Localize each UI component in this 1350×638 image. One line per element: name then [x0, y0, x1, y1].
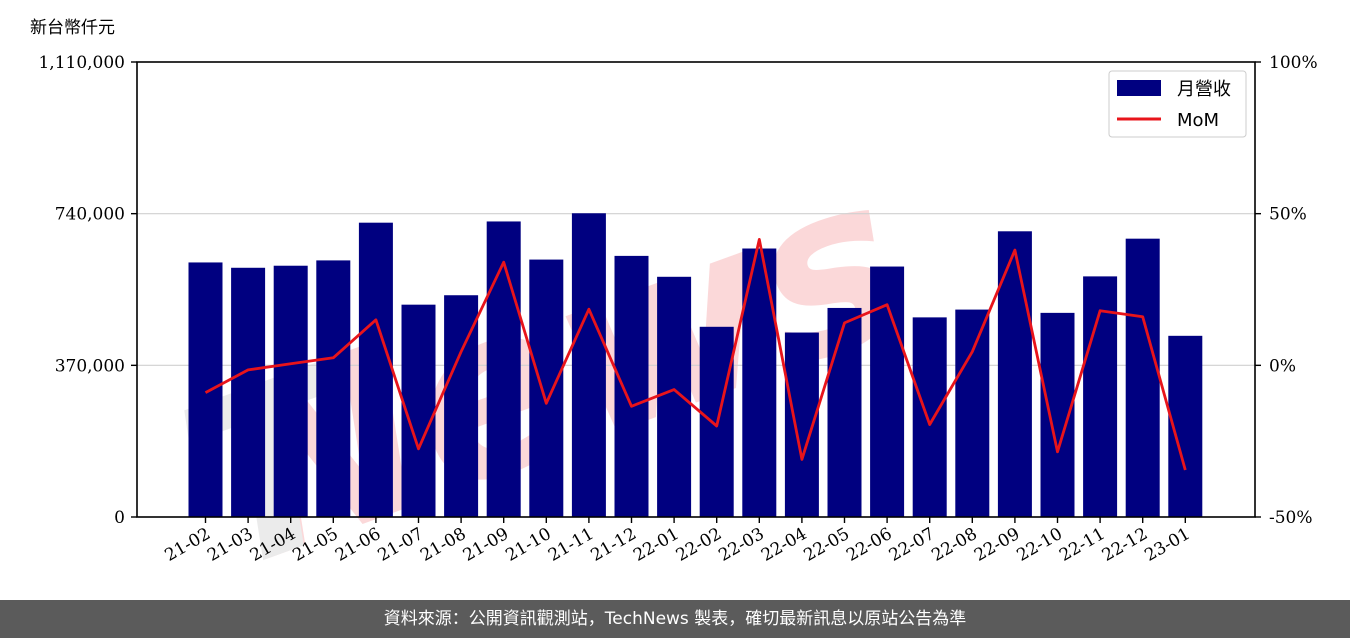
- left-axis-ticks: 0 370,000 740,000 1,110,000: [38, 53, 137, 528]
- revenue-bar: [316, 260, 351, 517]
- revenue-bar: [188, 262, 223, 517]
- x-tick-label: 21-12: [588, 524, 640, 566]
- x-tick-label: 22-07: [886, 524, 938, 566]
- revenue-bar: [486, 221, 521, 517]
- x-tick-label: 21-02: [162, 524, 214, 566]
- revenue-bar: [955, 309, 990, 517]
- x-tick-label: 22-08: [928, 524, 980, 566]
- revenue-bar: [827, 307, 862, 517]
- revenue-bar: [614, 255, 649, 517]
- x-tick-label: 22-06: [843, 524, 895, 566]
- x-tick-label: 22-05: [801, 524, 853, 566]
- right-tick-label: 50%: [1269, 205, 1307, 225]
- left-tick-label: 1,110,000: [38, 53, 125, 73]
- right-tick-label: 0%: [1269, 356, 1296, 376]
- legend-bar-swatch: [1117, 80, 1161, 96]
- bars: [188, 213, 1203, 517]
- x-tick-label: 22-01: [630, 524, 682, 566]
- legend-label-revenue: 月營收: [1177, 79, 1231, 100]
- revenue-bar: [1125, 238, 1160, 517]
- right-axis-ticks: -50% 0% 50% 100%: [1255, 53, 1318, 528]
- x-tick-label: 21-10: [502, 524, 554, 566]
- mom-line: [204, 237, 1187, 471]
- legend-label-mom: MoM: [1177, 110, 1219, 131]
- x-tick-label: 21-11: [545, 524, 597, 566]
- left-tick-label: 0: [114, 508, 125, 528]
- revenue-bar: [997, 231, 1032, 517]
- right-tick-label: -50%: [1269, 508, 1313, 528]
- left-tick-label: 740,000: [55, 205, 125, 225]
- x-tick-label: 22-12: [1099, 524, 1151, 566]
- x-tick-label: 23-01: [1141, 524, 1193, 566]
- revenue-bar: [657, 276, 692, 517]
- x-tick-label: 22-03: [715, 524, 767, 566]
- source-footer: 資料來源：公開資訊觀測站，TechNews 製表，確切最新訊息以原站公告為準: [0, 600, 1350, 638]
- revenue-bar: [912, 317, 947, 517]
- revenue-bar: [1083, 276, 1118, 517]
- x-tick-label: 22-11: [1056, 524, 1108, 566]
- mom-series-line: [204, 237, 1187, 471]
- left-tick-label: 370,000: [55, 356, 125, 376]
- x-tick-label: 22-10: [1014, 524, 1066, 566]
- revenue-bar: [444, 295, 479, 517]
- revenue-bar: [571, 213, 606, 517]
- right-tick-label: 100%: [1269, 53, 1318, 73]
- revenue-bar: [529, 259, 564, 517]
- revenue-bar: [231, 267, 266, 517]
- y-unit-label: 新台幣仟元: [30, 18, 115, 38]
- x-tick-label: 22-02: [673, 524, 725, 566]
- legend: 月營收 MoM: [1108, 70, 1247, 138]
- x-tick-label: 22-09: [971, 524, 1023, 566]
- plot-frame: [136, 61, 1256, 518]
- x-tick-label: 22-04: [758, 524, 810, 566]
- revenue-bar: [358, 222, 393, 517]
- revenue-bar: [273, 265, 308, 517]
